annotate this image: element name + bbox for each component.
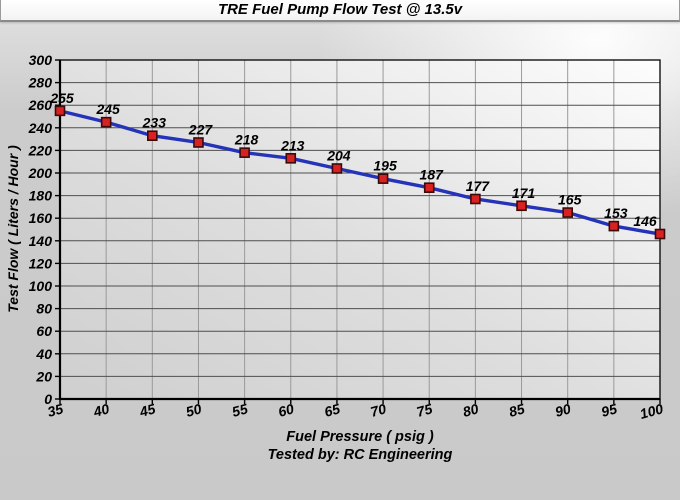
x-tick-label: 75 — [415, 400, 434, 420]
x-tick-label: 70 — [369, 400, 388, 420]
data-point-label: 195 — [373, 158, 397, 174]
y-tick-label: 0 — [44, 391, 52, 407]
data-point-label: 245 — [95, 101, 120, 117]
y-axis-title: Test Flow ( Liters / Hour ) — [5, 145, 21, 313]
x-tick-label: 100 — [638, 400, 665, 422]
data-point-marker — [54, 105, 66, 117]
y-tick-label: 60 — [36, 323, 52, 339]
y-tick-label: 40 — [35, 346, 52, 362]
y-tick-label: 200 — [28, 165, 53, 181]
chart-area: 35 40 45 50 55 60 65 70 75 80 85 90 95 100 0 20 40 60 80 10… — [0, 22, 680, 500]
x-tick-label: 45 — [137, 400, 157, 420]
x-tick-label: 50 — [184, 400, 203, 420]
data-point-marker — [608, 220, 620, 232]
data-point-label: 204 — [326, 147, 351, 163]
y-tick-label: 280 — [28, 75, 53, 91]
chart-title: TRE Fuel Pump Flow Test @ 13.5v — [0, 0, 680, 22]
data-point-marker — [239, 147, 250, 158]
data-point-label: 153 — [604, 205, 628, 221]
x-axis-title: Fuel Pressure ( psig ) — [286, 429, 434, 445]
data-point-marker — [516, 200, 527, 212]
data-point-label: 255 — [49, 90, 74, 106]
y-tick-label: 220 — [28, 142, 53, 158]
series-line — [59, 109, 661, 236]
data-point-label: 227 — [188, 121, 214, 137]
data-point-marker — [100, 116, 112, 128]
data-point-marker — [193, 137, 204, 148]
y-tick-label: 80 — [36, 301, 52, 317]
plot-background — [60, 60, 660, 399]
y-tick-label: 240 — [28, 120, 53, 136]
y-tick-label: 160 — [29, 210, 53, 226]
data-point-label: 165 — [558, 192, 582, 208]
data-point-marker — [377, 173, 389, 184]
data-point-label: 146 — [633, 213, 657, 229]
data-point-marker — [562, 207, 573, 218]
y-tick-label: 100 — [29, 278, 53, 294]
x-tick-label: 85 — [507, 400, 526, 420]
tested-by-note: Tested by: RC Engineering — [267, 447, 453, 463]
chart-plot: 35 40 45 50 55 60 65 70 75 80 85 90 95 100 0 20 40 60 80 10… — [28, 52, 666, 422]
y-tick-label: 180 — [29, 188, 53, 204]
y-tick-label: 20 — [35, 368, 52, 384]
x-tick-label: 55 — [230, 400, 249, 420]
data-point-label: 213 — [280, 137, 305, 153]
x-tick-label: 40 — [91, 400, 111, 420]
data-point-label: 233 — [142, 115, 167, 131]
data-point-marker — [470, 193, 481, 205]
data-point-marker — [147, 130, 158, 142]
x-tick-label: 65 — [323, 400, 342, 420]
x-tick-label: 90 — [553, 400, 572, 420]
data-point-label: 177 — [466, 178, 491, 194]
y-tick-label: 260 — [28, 97, 53, 113]
data-point-label: 187 — [420, 167, 445, 183]
x-tick-label: 80 — [461, 400, 480, 420]
x-tick-label: 35 — [46, 400, 65, 420]
data-point-marker — [423, 182, 435, 193]
y-tick-label: 300 — [29, 52, 53, 68]
data-point-marker — [331, 163, 343, 174]
data-point-label: 171 — [512, 185, 536, 201]
y-tick-label: 120 — [29, 255, 53, 271]
x-tick-label: 95 — [599, 400, 618, 420]
data-point-marker — [654, 228, 666, 240]
y-tick-label: 140 — [29, 233, 53, 249]
data-point-marker — [285, 153, 297, 164]
x-tick-label: 60 — [276, 400, 295, 420]
data-point-label: 218 — [234, 132, 259, 148]
